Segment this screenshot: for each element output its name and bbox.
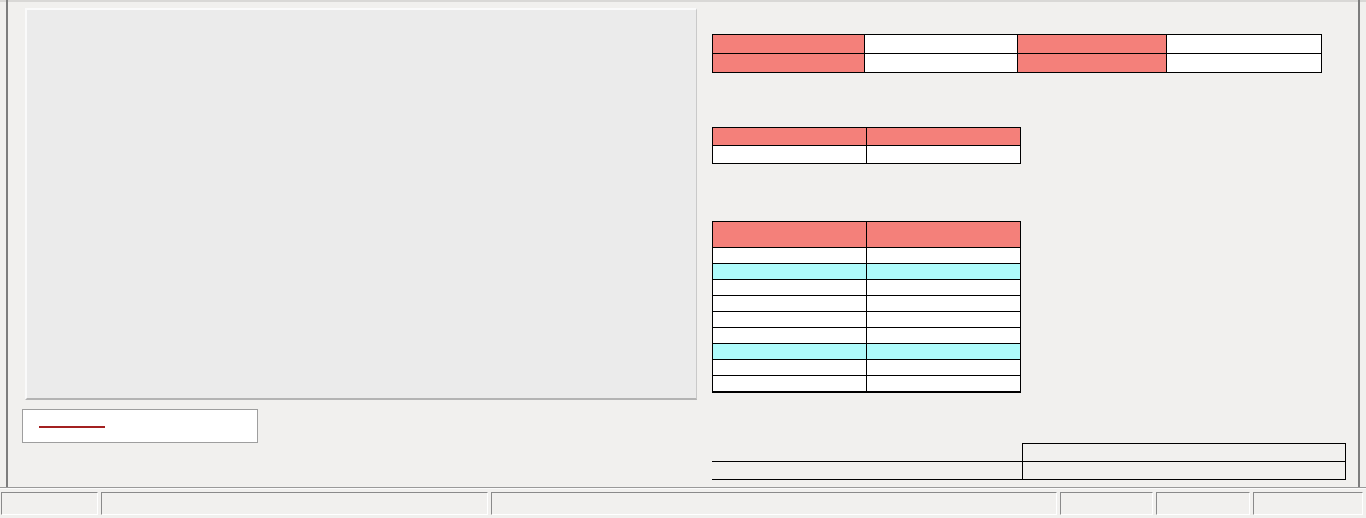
blood-viscosity-table [712, 127, 1021, 164]
patient-viscosity-cell[interactable] [866, 247, 1021, 264]
diastolic-value [866, 145, 1021, 164]
content-statusbar-divider-highlight [0, 488, 1366, 489]
facility-id-value [864, 53, 1018, 73]
window-top-edge [0, 0, 1366, 2]
shear-rate-cell[interactable] [712, 279, 867, 296]
shear-viscosity-table [712, 221, 1021, 393]
patient-viscosity-cell[interactable] [866, 311, 1021, 328]
shear-rate-cell[interactable] [712, 343, 867, 360]
patient-column-header [866, 221, 1021, 248]
patient-id-value [864, 34, 1018, 54]
date-time-test-value [1021, 443, 1347, 462]
diastolic-header [866, 127, 1021, 146]
table-row [712, 461, 1347, 480]
age-label [1016, 53, 1168, 73]
status-time [1253, 492, 1363, 515]
patient-viscosity-cell[interactable] [866, 263, 1021, 280]
status-date [1156, 492, 1250, 515]
table-row [712, 145, 1021, 164]
facility-id-label [711, 53, 866, 73]
patient-viscosity-cell[interactable] [866, 327, 1021, 344]
disposable-tube-id-value [1021, 461, 1347, 480]
table-row[interactable] [712, 279, 1021, 296]
patient-viscosity-cell[interactable] [866, 359, 1021, 376]
subject-identification-table [711, 34, 1322, 73]
table-row [712, 127, 1021, 146]
shear-rate-cell[interactable] [712, 375, 867, 392]
sex-label [1016, 34, 1168, 54]
table-row[interactable] [712, 359, 1021, 376]
legend-box [22, 409, 258, 443]
table-row[interactable] [712, 247, 1021, 264]
status-record-info [491, 492, 1057, 515]
legend-line-swatch [39, 426, 105, 428]
shear-rate-cell[interactable] [712, 327, 867, 344]
shear-rate-cell[interactable] [712, 311, 867, 328]
shear-rate-column-header [712, 221, 867, 248]
window-left-edge [6, 0, 8, 487]
table-row[interactable] [712, 311, 1021, 328]
age-value [1166, 53, 1322, 73]
patient-viscosity-cell[interactable] [866, 279, 1021, 296]
sex-value [1166, 34, 1322, 54]
systolic-value [712, 145, 867, 164]
status-empty-panel [1060, 492, 1153, 515]
content-statusbar-divider [0, 487, 1366, 488]
shear-rate-cell[interactable] [712, 359, 867, 376]
date-time-test-label [712, 443, 1023, 462]
test-file-information-table [712, 443, 1347, 480]
window-right-edge [1358, 0, 1360, 487]
shear-rate-cell[interactable] [712, 295, 867, 312]
shear-rate-cell[interactable] [712, 263, 867, 280]
patient-viscosity-cell[interactable] [866, 343, 1021, 360]
table-row [711, 34, 1322, 54]
table-row[interactable] [712, 327, 1021, 344]
status-research-notice [101, 492, 488, 515]
table-row [712, 443, 1347, 462]
status-bar [0, 489, 1366, 518]
table-row[interactable] [712, 295, 1021, 312]
table-row [711, 53, 1322, 73]
patient-id-label [711, 34, 866, 54]
viscosity-chart [27, 10, 699, 402]
patient-viscosity-cell[interactable] [866, 295, 1021, 312]
shear-rate-cell[interactable] [712, 247, 867, 264]
viscosity-chart-panel [25, 8, 697, 400]
disposable-tube-id-label [712, 461, 1023, 480]
patient-viscosity-cell[interactable] [866, 375, 1021, 392]
table-row-highlighted[interactable] [712, 343, 1021, 360]
table-row-highlighted[interactable] [712, 263, 1021, 280]
status-app-name [1, 492, 98, 515]
systolic-header [712, 127, 867, 146]
table-row[interactable] [712, 375, 1021, 392]
table-header-row [712, 221, 1021, 248]
